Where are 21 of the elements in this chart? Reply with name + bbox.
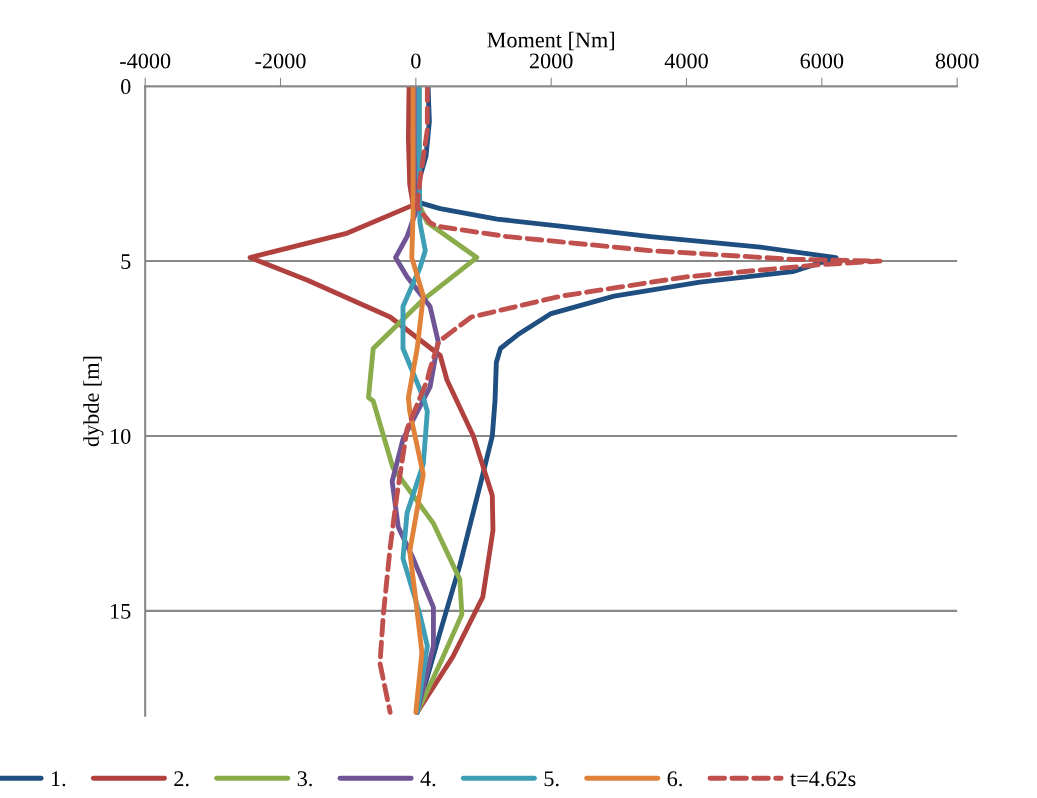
x-tick-label: 2000 — [529, 53, 573, 69]
y-tick-label: 15 — [111, 603, 131, 619]
x-tick-label: 4000 — [664, 53, 708, 69]
legend-label: 6. — [667, 771, 682, 787]
y-tick-label: 0 — [121, 79, 131, 95]
y-axis-title: dybde [m] — [83, 356, 104, 447]
legend-label: 4. — [420, 771, 436, 787]
x-tick-label: 0 — [411, 53, 421, 69]
x-tick-label: 8000 — [935, 53, 979, 69]
x-tick-label: 6000 — [800, 53, 844, 69]
line-series — [247, 86, 496, 715]
y-tick-label: 10 — [111, 428, 131, 444]
legend-label: t=4.62s — [790, 771, 856, 787]
legend-label: 5. — [544, 771, 559, 787]
x-axis-title: Moment [Nm] — [487, 31, 615, 51]
legend-label: 1. — [51, 771, 66, 787]
x-tick-label: -2000 — [255, 53, 306, 69]
x-tick-label: -4000 — [120, 53, 171, 69]
legend-label: 3. — [297, 771, 312, 787]
y-tick-label: 5 — [121, 254, 131, 270]
legend-label: 2. — [174, 771, 189, 787]
